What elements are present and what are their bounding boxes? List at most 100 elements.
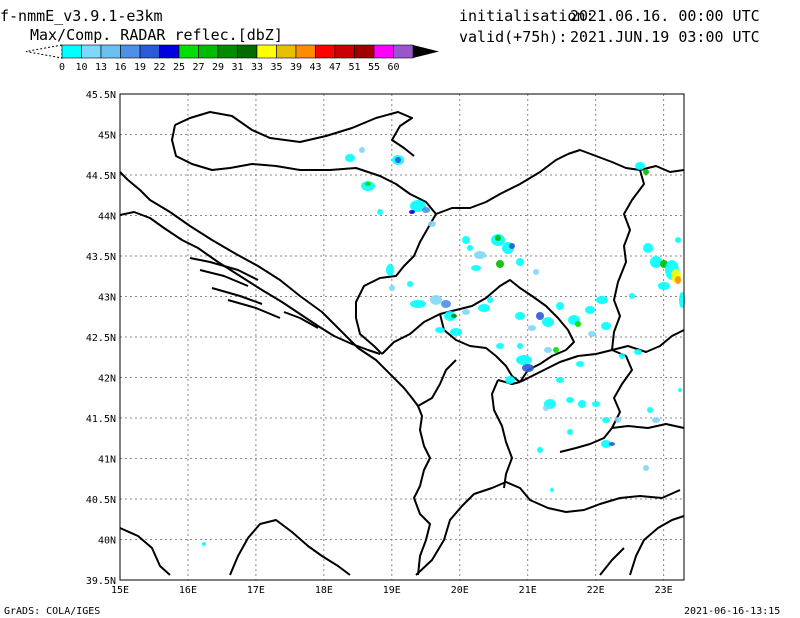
radar-echo [386, 264, 394, 276]
lat-label: 40.5N [86, 495, 116, 506]
radar-echo [410, 300, 426, 308]
radar-echo [647, 407, 653, 413]
radar-echo [675, 276, 681, 284]
radar-echo [556, 377, 564, 383]
lat-label: 45N [98, 131, 116, 142]
lon-label: 23E [655, 585, 673, 596]
radar-echo [576, 361, 584, 367]
radar-echo [650, 256, 662, 268]
radar-echo [462, 309, 470, 315]
radar-echo [556, 302, 564, 310]
radar-echo [634, 349, 642, 355]
radar-echo [643, 243, 653, 253]
lat-label: 44N [98, 212, 116, 223]
radar-echo [474, 251, 486, 259]
colorbar-tick-label: 27 [192, 62, 204, 73]
field-title: Max/Comp. RADAR reflec.[dbZ] [30, 26, 283, 44]
radar-echo [675, 237, 681, 243]
lat-label: 42N [98, 374, 116, 385]
radar-echo [496, 260, 504, 268]
radar-echo [643, 169, 649, 175]
radar-echo [428, 221, 436, 227]
lon-label: 17E [247, 585, 265, 596]
radar-echo [567, 429, 573, 435]
lat-label: 44.5N [86, 171, 116, 182]
init-value: 2021.06.16. 00:00 UTC [570, 7, 760, 25]
radar-echo [389, 285, 395, 291]
colorbar-tick-label: 43 [309, 62, 321, 73]
radar-echo [522, 364, 534, 372]
radar-echo [588, 331, 596, 337]
radar-echo [658, 282, 670, 290]
radar-echo [509, 243, 515, 249]
colorbar-over-arrow [413, 45, 439, 58]
graticule [120, 94, 684, 580]
colorbar-tick-label: 16 [114, 62, 126, 73]
lat-label: 43.5N [86, 252, 116, 263]
radar-echo [515, 312, 525, 320]
radar-echo [441, 300, 451, 308]
radar-echo [517, 343, 523, 349]
radar-echo [609, 442, 615, 446]
lon-label: 16E [179, 585, 197, 596]
radar-echo [652, 417, 660, 423]
colorbar-tick-label: 22 [153, 62, 165, 73]
radar-echo [619, 353, 625, 359]
radar-echo [533, 269, 539, 275]
radar-echo [601, 322, 611, 330]
radar-echo [566, 397, 574, 403]
radar-echo [462, 236, 470, 244]
colorbar-under-arrow [25, 44, 63, 59]
radar-echo [678, 388, 682, 392]
radar-echo [592, 401, 600, 407]
radar-echo [635, 162, 645, 170]
radar-echo [516, 355, 532, 365]
radar-echo [643, 465, 649, 471]
radar-echo [377, 209, 383, 215]
valid-label: valid(+75h): [459, 28, 568, 46]
radar-echo [575, 321, 581, 327]
lat-label: 40N [98, 536, 116, 547]
map-frame [119, 93, 685, 581]
footer-right: 2021-06-16-13:15 [684, 606, 781, 617]
lon-label: 15E [111, 585, 129, 596]
reflectivity-colorbar: 0 10 13 16 19 22 25 27 29 31 33 35 39 43 47 51 55 60 [25, 44, 439, 73]
country-borders [171, 111, 685, 489]
lat-label: 39.5N [86, 576, 116, 587]
radar-echo [345, 154, 355, 162]
radar-echo [585, 306, 595, 314]
radar-echo [596, 296, 608, 304]
lat-label: 41N [98, 455, 116, 466]
lat-label: 41.5N [86, 414, 116, 425]
radar-echo [435, 327, 445, 333]
radar-echo [467, 245, 473, 251]
colorbar-tick-label: 13 [95, 62, 107, 73]
radar-echo [395, 157, 401, 163]
colorbar-tick-label: 0 [59, 62, 65, 73]
colorbar-tick-label: 31 [231, 62, 243, 73]
colorbar-tick-label: 19 [134, 62, 146, 73]
colorbar-tick-label: 35 [270, 62, 282, 73]
radar-echo [505, 376, 515, 384]
radar-echo [528, 325, 536, 331]
radar-echo [359, 147, 365, 153]
lat-label: 45.5N [86, 90, 116, 101]
radar-echo [578, 400, 586, 408]
radar-echoes [202, 147, 685, 546]
radar-echo [422, 207, 430, 213]
radar-echo [537, 447, 543, 453]
valid-value: 2021.JUN.19 03:00 UTC [570, 28, 760, 46]
lon-label: 20E [451, 585, 469, 596]
radar-echo [544, 347, 552, 353]
radar-echo [542, 317, 554, 327]
radar-echo [495, 235, 501, 241]
colorbar-tick-label: 51 [348, 62, 360, 73]
colorbar-tick-label: 47 [329, 62, 341, 73]
radar-echo [450, 328, 462, 336]
colorbar-tick-label: 60 [387, 62, 399, 73]
radar-echo [553, 347, 559, 353]
lat-label: 42.5N [86, 333, 116, 344]
radar-echo [365, 182, 371, 186]
lon-label: 22E [587, 585, 605, 596]
